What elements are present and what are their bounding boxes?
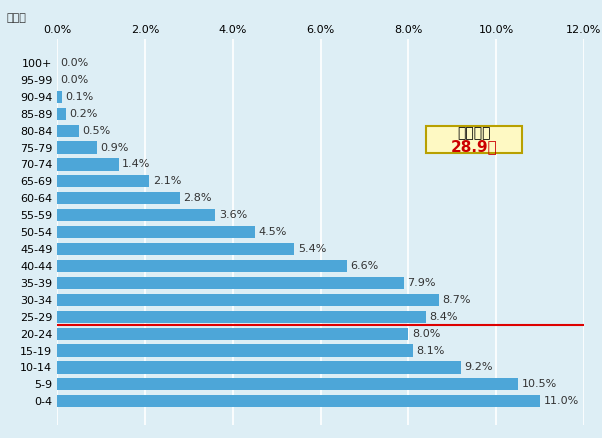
Text: 4.5%: 4.5% <box>258 227 287 237</box>
Text: 8.4%: 8.4% <box>429 312 458 321</box>
Text: 0.0%: 0.0% <box>61 75 89 85</box>
Bar <box>57 243 294 255</box>
Bar <box>57 294 439 306</box>
Bar <box>57 277 404 289</box>
Bar <box>57 344 413 357</box>
FancyBboxPatch shape <box>426 126 523 153</box>
Bar <box>57 361 461 374</box>
Bar <box>57 260 347 272</box>
Text: 2.1%: 2.1% <box>153 177 181 187</box>
Text: 5.4%: 5.4% <box>298 244 326 254</box>
Bar <box>57 124 79 137</box>
Bar <box>57 159 119 170</box>
Text: 0.1%: 0.1% <box>65 92 93 102</box>
Bar <box>57 328 408 340</box>
Bar <box>57 378 518 390</box>
Bar <box>57 91 61 103</box>
Bar <box>57 311 426 323</box>
Text: 1.4%: 1.4% <box>122 159 150 170</box>
Text: 8.7%: 8.7% <box>442 295 471 305</box>
Bar <box>57 141 97 154</box>
Text: （歳）: （歳） <box>6 13 26 23</box>
Bar <box>57 226 255 238</box>
Bar <box>57 209 216 221</box>
Text: 平均年齢: 平均年齢 <box>458 126 491 140</box>
Text: 0.0%: 0.0% <box>61 58 89 68</box>
Bar <box>57 175 149 187</box>
Text: 28.9歳: 28.9歳 <box>451 139 498 154</box>
Text: 6.6%: 6.6% <box>350 261 379 271</box>
Text: 10.5%: 10.5% <box>521 379 557 389</box>
Text: 0.2%: 0.2% <box>69 109 98 119</box>
Bar <box>57 108 66 120</box>
Bar <box>57 395 540 407</box>
Text: 0.5%: 0.5% <box>82 126 111 136</box>
Text: 9.2%: 9.2% <box>465 362 493 372</box>
Text: 3.6%: 3.6% <box>219 210 247 220</box>
Text: 7.9%: 7.9% <box>408 278 436 288</box>
Text: 0.9%: 0.9% <box>100 143 129 152</box>
Text: 2.8%: 2.8% <box>184 193 212 203</box>
Bar <box>57 192 180 205</box>
Text: 11.0%: 11.0% <box>544 396 579 406</box>
Text: 8.0%: 8.0% <box>412 328 440 339</box>
Text: 8.1%: 8.1% <box>416 346 445 356</box>
